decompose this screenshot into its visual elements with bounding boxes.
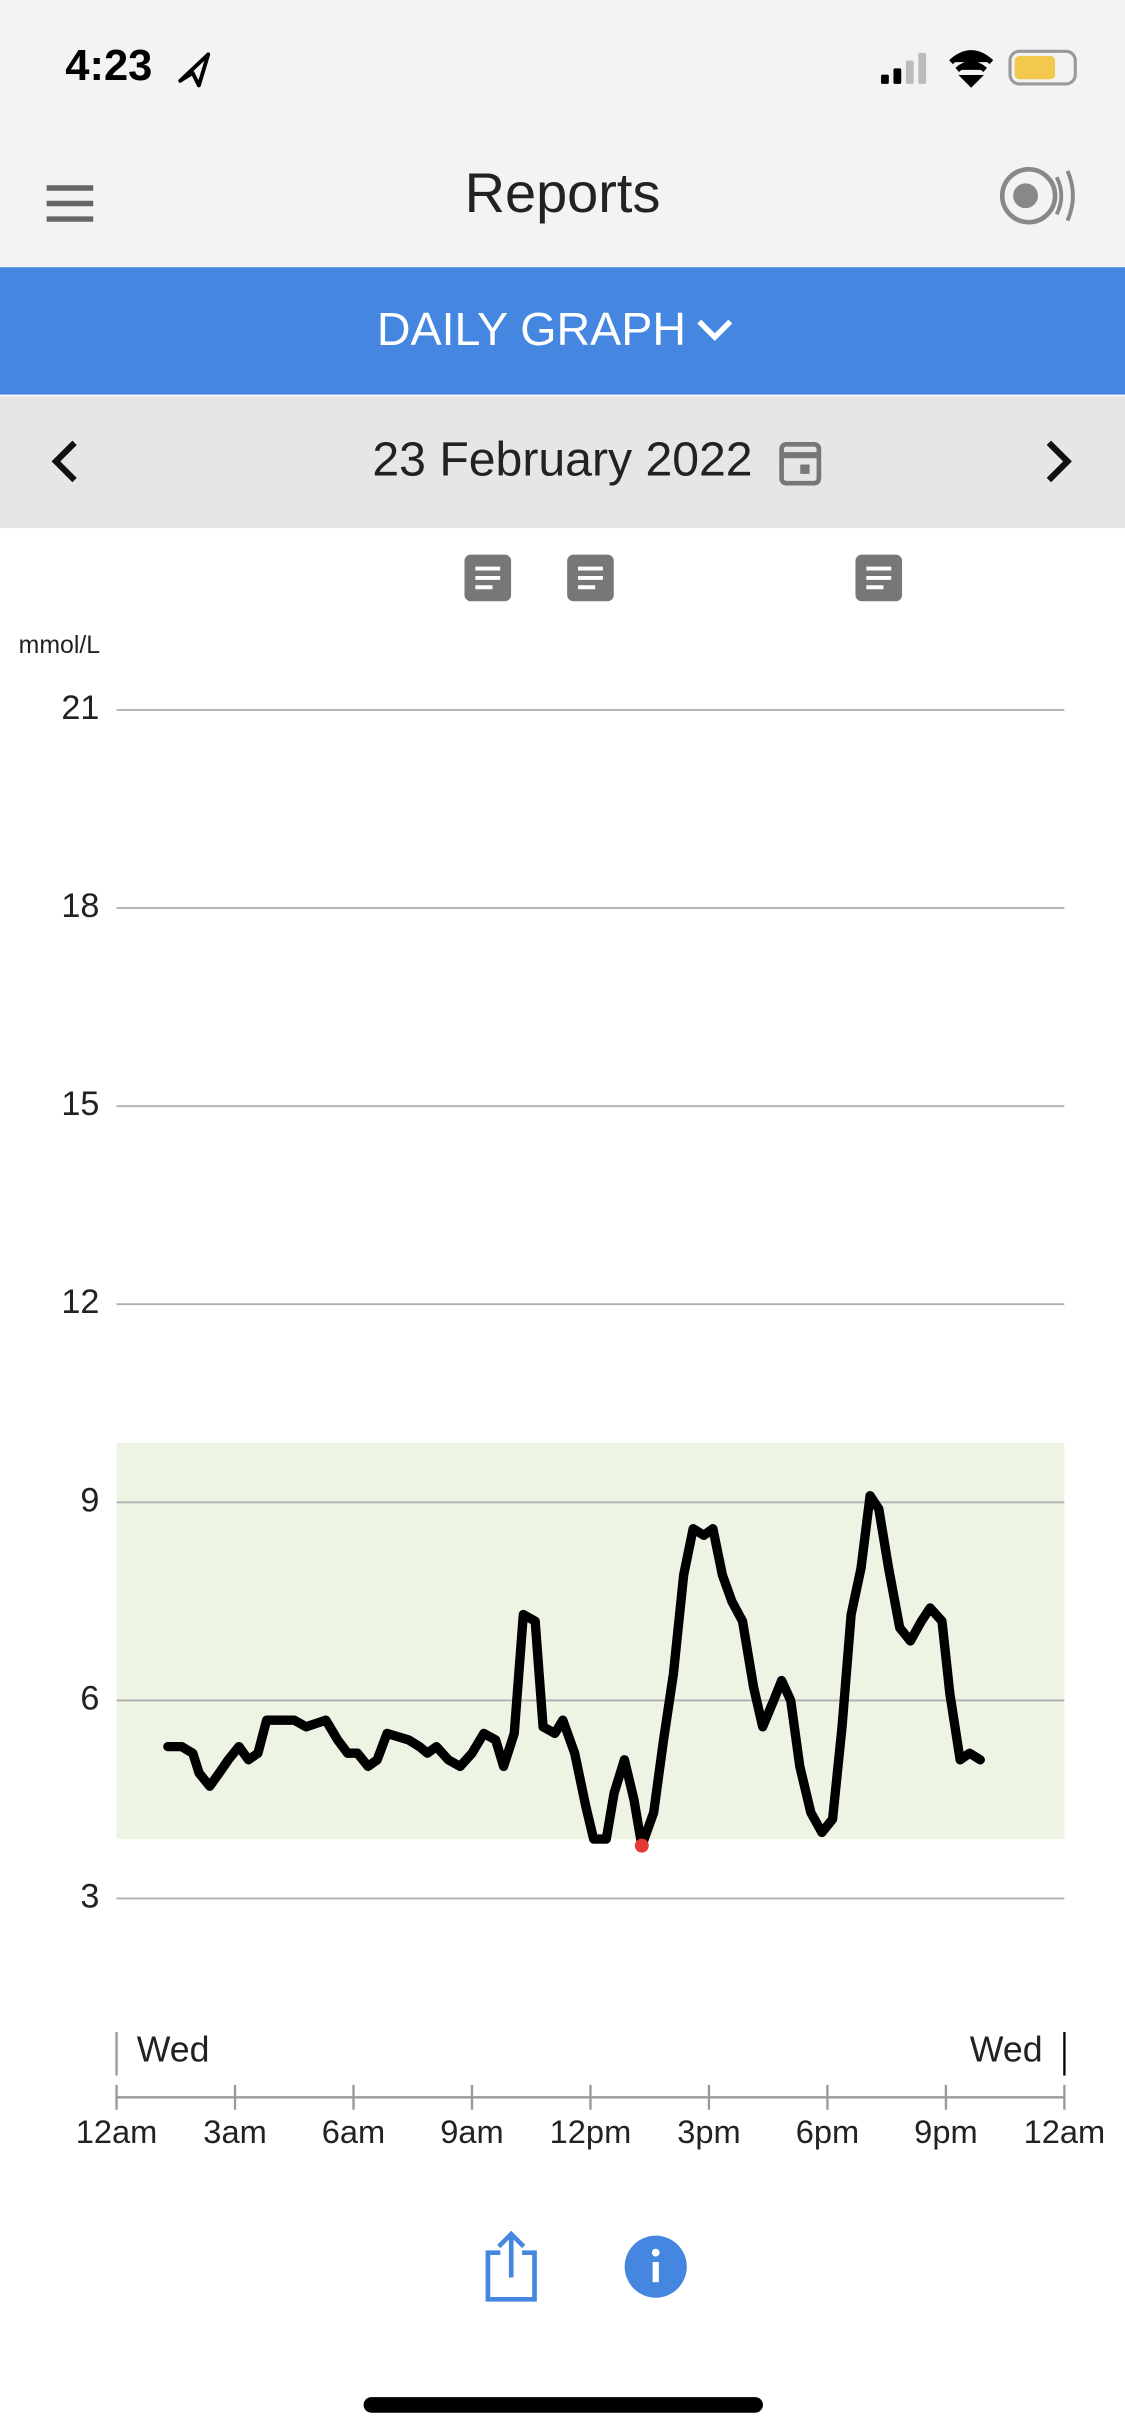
calendar-button[interactable]	[779, 441, 822, 486]
signal-icon	[881, 52, 927, 84]
page-title: Reports	[465, 161, 661, 224]
y-tick-label: 15	[61, 1085, 99, 1123]
x-tick-label: 12pm	[550, 2113, 632, 2150]
share-button[interactable]	[485, 2230, 537, 2302]
low-reading	[634, 1838, 649, 1853]
toolbar	[485, 2230, 687, 2302]
y-tick-label: 6	[80, 1679, 99, 1717]
x-tick-label: 9pm	[914, 2113, 977, 2150]
date-bar	[0, 396, 1125, 529]
menu-button[interactable]	[46, 185, 94, 222]
glucose-line	[163, 1491, 985, 1851]
x-tick-label: 12am	[76, 2113, 158, 2150]
location-icon	[178, 52, 211, 88]
y-tick-label: 9	[80, 1481, 99, 1519]
day-label: Wed	[970, 2030, 1043, 2070]
info-button[interactable]	[624, 2235, 687, 2298]
x-tick-label: 6pm	[796, 2113, 859, 2150]
y-tick-label: 3	[80, 1877, 99, 1915]
next-day[interactable]	[1046, 440, 1072, 483]
prev-day[interactable]	[51, 440, 77, 483]
dropdown-chevron	[697, 319, 733, 341]
top-bar	[0, 0, 1125, 268]
wifi-icon	[949, 50, 994, 88]
date-label: 23 February 2022	[372, 433, 752, 487]
home-indicator	[363, 2397, 763, 2413]
sensor-button[interactable]	[999, 167, 1075, 225]
note-icon[interactable]	[567, 554, 614, 602]
x-tick-label: 12am	[1024, 2113, 1106, 2150]
view-selector[interactable]	[0, 267, 1125, 395]
chart: mmol/L 3 6 9 12 15 18 21 12am 3am 6am 9am 12pm 3pm 6pm…	[19, 554, 1106, 2150]
y-axis-label: mmol/L	[19, 632, 100, 659]
battery-level	[1014, 55, 1056, 80]
x-tick-label: 9am	[440, 2113, 503, 2150]
note-icon[interactable]	[855, 554, 903, 602]
x-tick-label: 6am	[322, 2113, 385, 2150]
x-tick-label: 3pm	[677, 2113, 740, 2150]
view-label[interactable]: DAILY GRAPH	[377, 303, 686, 355]
x-tick-label: 3am	[203, 2113, 266, 2150]
y-tick-label: 12	[61, 1283, 99, 1321]
y-tick-label: 18	[61, 887, 99, 925]
y-tick-label: 21	[61, 689, 99, 727]
day-label: Wed	[137, 2030, 210, 2070]
note-icon[interactable]	[464, 554, 512, 602]
status-time: 4:23	[65, 42, 152, 90]
battery-icon	[1008, 49, 1077, 86]
